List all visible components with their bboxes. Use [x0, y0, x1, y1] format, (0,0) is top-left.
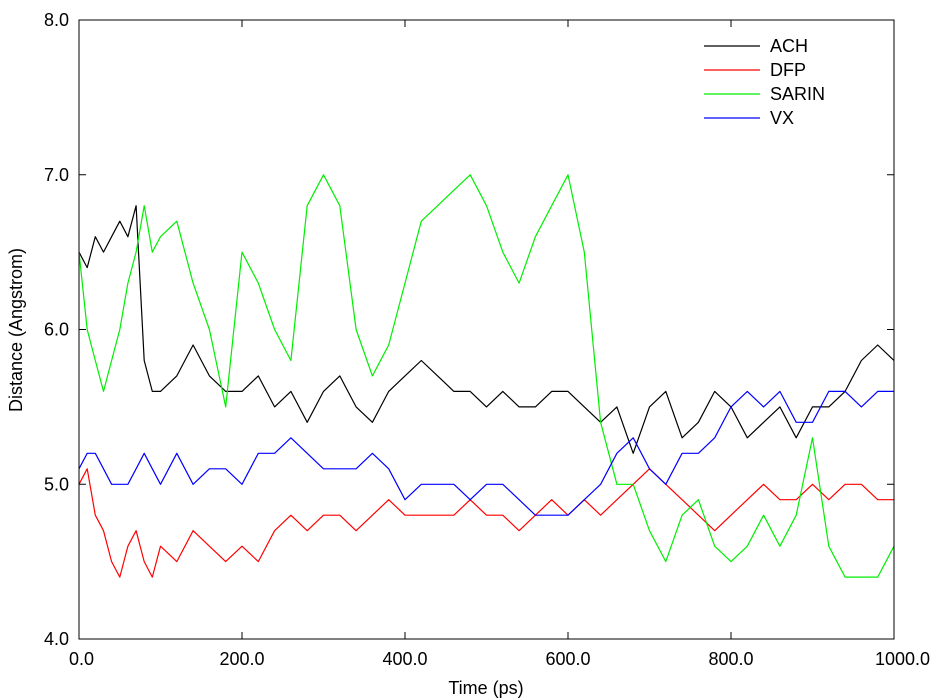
x-tick-label: 1000.0	[875, 649, 930, 669]
y-axis-label: Distance (Angstrom)	[6, 248, 26, 412]
series-line-vx	[78, 390, 894, 516]
x-axis-label: Time (ps)	[448, 678, 523, 698]
series-line-dfp	[78, 468, 894, 578]
series-layer	[78, 174, 895, 578]
x-tick-label: 600.0	[545, 649, 590, 669]
x-tick-label: 800.0	[708, 649, 753, 669]
series-line-sarin	[78, 174, 895, 578]
y-tick-label: 6.0	[44, 320, 69, 340]
x-tick-label: 0.0	[69, 649, 94, 669]
legend-label-sarin: SARIN	[770, 84, 825, 104]
x-tick-label: 200.0	[219, 649, 264, 669]
y-tick-label: 8.0	[44, 10, 69, 30]
ticks-layer: 0.0 200.0 400.0 600.0 800.0 1000.0 4.0 5.0 6.0 7.…	[44, 10, 930, 669]
y-tick-label: 5.0	[44, 474, 69, 494]
legend-label-ach: ACH	[770, 36, 808, 56]
legend-label-vx: VX	[770, 108, 794, 128]
legend-label-dfp: DFP	[770, 60, 806, 80]
y-tick-label: 7.0	[44, 165, 69, 185]
y-tick-label: 4.0	[44, 629, 69, 649]
legend: ACH DFP SARIN VX	[704, 36, 825, 128]
series-line-ach	[78, 205, 895, 454]
x-tick-label: 400.0	[382, 649, 427, 669]
